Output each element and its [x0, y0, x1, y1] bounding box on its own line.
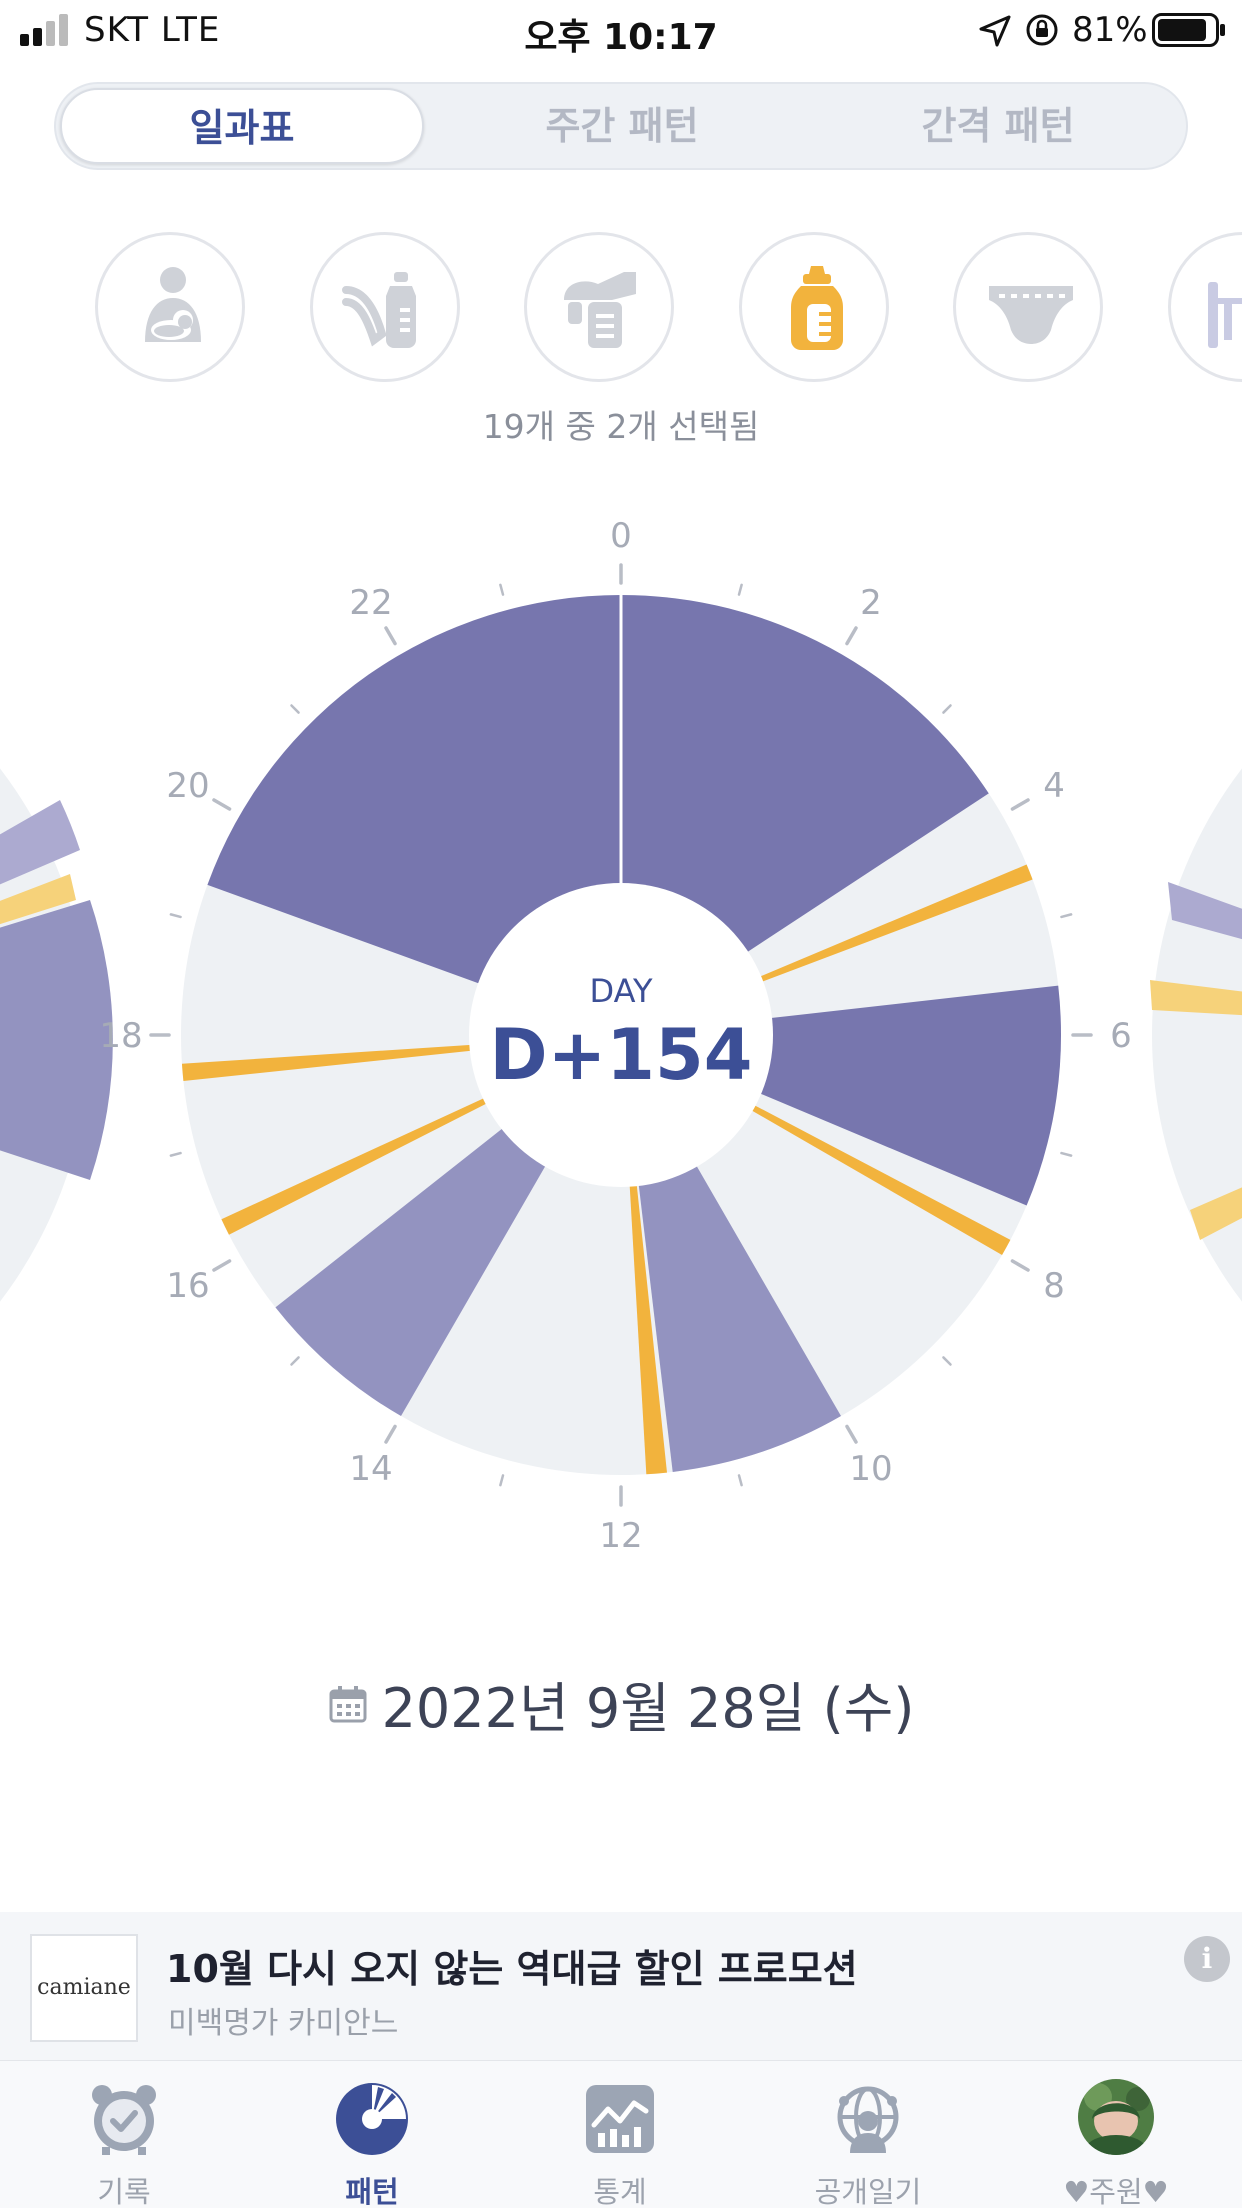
tab-profile[interactable]: ♥주원♥	[992, 2061, 1240, 2208]
hour-tick	[1010, 1259, 1030, 1272]
hour-label: 18	[99, 1016, 142, 1056]
ad-title: 10월 다시 오지 않는 역대급 할인 프로모션	[166, 1947, 858, 1991]
hour-tick	[1010, 798, 1030, 811]
hour-tick	[384, 1424, 397, 1444]
ad-advertiser: 미백명가 카미안느	[168, 2006, 399, 2041]
diaper-icon	[989, 286, 1073, 344]
pattern-chart-icon	[336, 2083, 408, 2155]
tab-public-diary-label: 공개일기	[814, 2175, 922, 2208]
breast-pump-icon	[564, 272, 636, 348]
tab-profile-label: ♥주원♥	[1063, 2175, 1169, 2208]
date-text: 2022년 9월 28일 (수)	[381, 1677, 915, 1740]
hour-tick	[499, 1474, 505, 1487]
category-filter-row	[0, 230, 1242, 386]
day-label: DAY	[589, 972, 653, 1010]
previous-day-ring	[0, 768, 113, 1302]
tab-stats-label: 통계	[593, 2175, 647, 2208]
alarm-clock-icon	[92, 2085, 156, 2155]
category-breast-pump[interactable]	[524, 232, 674, 382]
hour-tick	[1060, 1151, 1073, 1157]
clock-center	[469, 883, 773, 1187]
view-segmented-control: 일과표 주간 패턴 간격 패턴	[54, 82, 1188, 170]
hour-tick	[845, 626, 858, 646]
hour-tick	[212, 798, 232, 811]
public-diary-icon	[837, 2086, 899, 2153]
formula-bottle-icon	[791, 266, 843, 350]
stats-graph-icon	[586, 2085, 654, 2153]
status-bar: SKT LTE 오후 10:17 81%	[0, 0, 1242, 62]
hour-tick	[290, 704, 300, 714]
hour-label: 0	[610, 516, 632, 556]
hour-tick	[1060, 913, 1073, 919]
hour-label: 22	[349, 583, 392, 623]
location-arrow-icon	[979, 15, 1011, 47]
ad-info-icon[interactable]: i	[1184, 1936, 1230, 1982]
hour-label: 2	[860, 583, 882, 623]
hour-label: 8	[1043, 1266, 1065, 1306]
segment-weekly-pattern[interactable]: 주간 패턴	[545, 104, 699, 148]
selected-count-label: 19개 중 2개 선택됨	[482, 407, 760, 446]
hour-tick	[212, 1259, 232, 1272]
calendar-icon	[329, 1685, 367, 1722]
tab-pattern[interactable]: 패턴	[248, 2061, 496, 2208]
hour-tick	[942, 1356, 952, 1366]
previous-day-sleep-block	[0, 800, 80, 885]
category-formula[interactable]	[739, 232, 889, 382]
breastfeeding-icon	[145, 267, 201, 342]
hour-tick	[737, 583, 743, 596]
hour-tick	[290, 1356, 300, 1366]
hour-label: 4	[1043, 766, 1065, 806]
daily-clock-chart: 0 2 4 6 8 10 12 14 16 18 20 22	[0, 516, 1242, 1556]
segment-schedule[interactable]: 일과표	[60, 88, 424, 164]
next-day-feeding-mark	[1190, 1187, 1242, 1240]
baby-avatar	[1078, 2079, 1154, 2155]
hour-label: 10	[849, 1449, 892, 1489]
tab-record[interactable]: 기록	[0, 2061, 248, 2208]
day-counter: D+154	[489, 1014, 753, 1096]
battery-percent: 81%	[1072, 10, 1148, 50]
crib-icon	[1208, 282, 1242, 348]
signal-icon	[20, 14, 68, 46]
hour-label: 6	[1110, 1016, 1132, 1056]
next-day-ring	[1150, 768, 1242, 1302]
date-selector[interactable]: 2022년 9월 28일 (수)	[0, 1664, 1242, 1743]
pumped-milk-bottle-icon	[342, 272, 416, 348]
hour-tick	[499, 583, 505, 596]
category-diaper[interactable]	[953, 232, 1103, 382]
category-breastfeeding[interactable]	[95, 232, 245, 382]
segment-interval-pattern[interactable]: 간격 패턴	[921, 104, 1075, 148]
category-crib[interactable]	[1168, 232, 1242, 382]
battery-icon	[1152, 13, 1225, 47]
next-day-feeding-mark	[1150, 980, 1242, 1016]
carrier-label: SKT LTE	[84, 10, 221, 50]
hour-tick	[169, 1151, 182, 1157]
previous-day-feeding-mark	[0, 874, 76, 925]
next-day-sleep-block	[1168, 882, 1242, 940]
ad-logo: camiane	[30, 1934, 138, 2042]
tab-record-label: 기록	[97, 2175, 151, 2208]
previous-day-sleep-block	[0, 900, 113, 1180]
hour-label: 14	[349, 1449, 392, 1489]
hour-tick	[169, 913, 182, 919]
hour-tick	[942, 704, 952, 714]
hour-tick	[845, 1424, 858, 1444]
tab-stats[interactable]: 통계	[496, 2061, 744, 2208]
rotation-lock-icon	[1026, 14, 1058, 46]
hour-label: 20	[166, 766, 209, 806]
tab-pattern-label: 패턴	[345, 2175, 399, 2208]
hour-label: 12	[599, 1516, 642, 1556]
bottom-tab-bar: 기록 패턴 통계 공개일기	[0, 2060, 1242, 2208]
hour-label: 16	[166, 1266, 209, 1306]
clock-time: 오후 10:17	[524, 17, 718, 58]
hour-tick	[384, 626, 397, 646]
ad-banner[interactable]: camiane 10월 다시 오지 않는 역대급 할인 프로모션 미백명가 카미…	[0, 1912, 1242, 2060]
category-pumped-milk[interactable]	[310, 232, 460, 382]
tab-public-diary[interactable]: 공개일기	[744, 2061, 992, 2208]
hour-tick	[737, 1474, 743, 1487]
